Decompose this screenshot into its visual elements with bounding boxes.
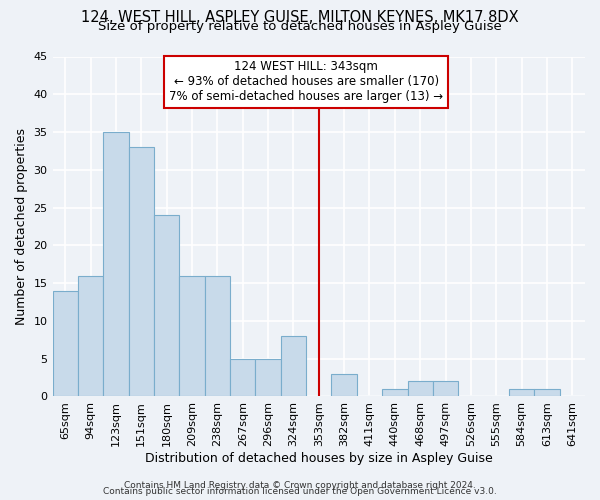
Bar bbox=[534, 389, 560, 396]
Bar bbox=[154, 215, 179, 396]
Bar bbox=[509, 389, 534, 396]
Bar bbox=[179, 276, 205, 396]
Bar bbox=[331, 374, 357, 396]
X-axis label: Distribution of detached houses by size in Aspley Guise: Distribution of detached houses by size … bbox=[145, 452, 493, 465]
Bar bbox=[433, 382, 458, 396]
Bar bbox=[78, 276, 103, 396]
Bar bbox=[205, 276, 230, 396]
Bar bbox=[407, 382, 433, 396]
Text: 124, WEST HILL, ASPLEY GUISE, MILTON KEYNES, MK17 8DX: 124, WEST HILL, ASPLEY GUISE, MILTON KEY… bbox=[81, 10, 519, 25]
Bar bbox=[382, 389, 407, 396]
Y-axis label: Number of detached properties: Number of detached properties bbox=[15, 128, 28, 325]
Bar bbox=[256, 358, 281, 397]
Bar bbox=[53, 290, 78, 397]
Bar bbox=[281, 336, 306, 396]
Text: 124 WEST HILL: 343sqm
← 93% of detached houses are smaller (170)
7% of semi-deta: 124 WEST HILL: 343sqm ← 93% of detached … bbox=[169, 60, 443, 104]
Bar bbox=[128, 147, 154, 396]
Text: Contains HM Land Registry data © Crown copyright and database right 2024.: Contains HM Land Registry data © Crown c… bbox=[124, 481, 476, 490]
Text: Contains public sector information licensed under the Open Government Licence v3: Contains public sector information licen… bbox=[103, 487, 497, 496]
Text: Size of property relative to detached houses in Aspley Guise: Size of property relative to detached ho… bbox=[98, 20, 502, 33]
Bar bbox=[230, 358, 256, 397]
Bar bbox=[103, 132, 128, 396]
